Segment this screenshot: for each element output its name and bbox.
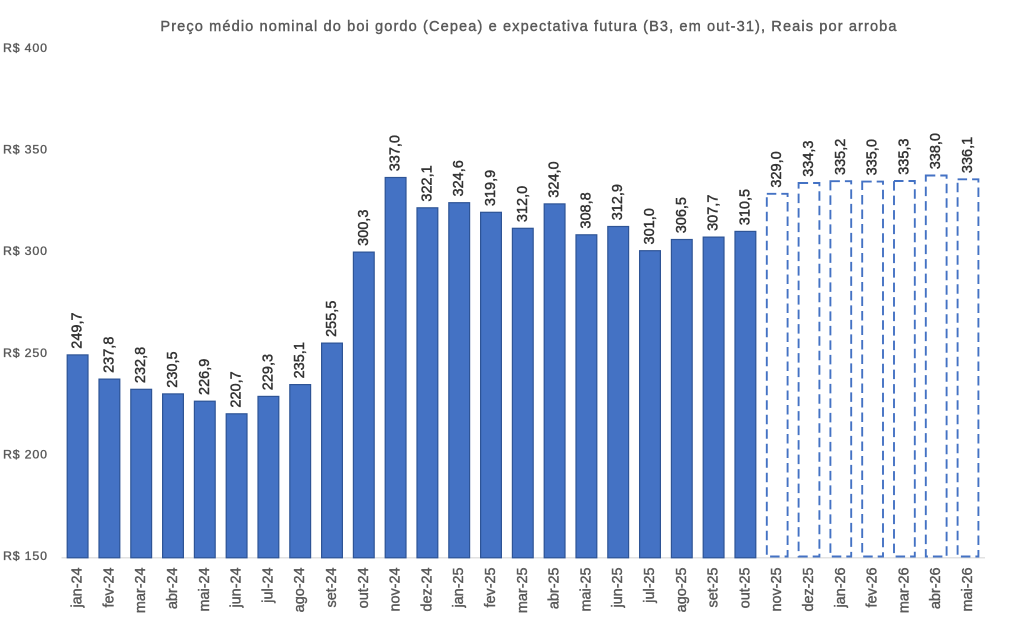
svg-text:jun-24: jun-24 xyxy=(229,568,245,609)
svg-text:312,0: 312,0 xyxy=(515,186,531,222)
svg-text:324,0: 324,0 xyxy=(547,161,563,197)
svg-text:307,7: 307,7 xyxy=(706,195,722,231)
svg-text:338,0: 338,0 xyxy=(928,133,944,169)
svg-text:jul-24: jul-24 xyxy=(260,568,276,604)
svg-text:R$ 350: R$ 350 xyxy=(3,143,48,157)
svg-text:ago-24: ago-24 xyxy=(292,568,308,613)
svg-text:mai-25: mai-25 xyxy=(578,568,594,612)
svg-text:dez-25: dez-25 xyxy=(801,568,817,612)
svg-text:319,9: 319,9 xyxy=(483,170,499,206)
svg-text:226,9: 226,9 xyxy=(197,359,213,395)
svg-text:jan-26: jan-26 xyxy=(833,568,849,609)
svg-text:R$ 400: R$ 400 xyxy=(3,41,48,55)
svg-text:335,0: 335,0 xyxy=(865,139,881,175)
svg-text:abr-24: abr-24 xyxy=(165,568,181,610)
svg-text:out-24: out-24 xyxy=(356,568,372,609)
svg-text:jan-24: jan-24 xyxy=(70,568,86,609)
svg-text:R$ 250: R$ 250 xyxy=(3,346,48,360)
svg-text:fev-25: fev-25 xyxy=(483,568,499,608)
svg-text:jul-25: jul-25 xyxy=(642,568,658,604)
svg-text:301,0: 301,0 xyxy=(642,208,658,244)
svg-text:306,5: 306,5 xyxy=(674,197,690,233)
svg-text:set-24: set-24 xyxy=(324,568,340,608)
svg-text:220,7: 220,7 xyxy=(229,371,245,407)
svg-text:322,1: 322,1 xyxy=(419,165,435,201)
svg-text:ago-25: ago-25 xyxy=(674,568,690,613)
svg-text:312,9: 312,9 xyxy=(610,184,626,220)
svg-text:230,5: 230,5 xyxy=(165,351,181,387)
svg-text:R$ 200: R$ 200 xyxy=(3,447,48,461)
svg-text:Preço médio nominal do boi gor: Preço médio nominal do boi gordo (Cepea)… xyxy=(160,19,897,35)
svg-text:310,5: 310,5 xyxy=(737,189,753,225)
svg-text:237,8: 237,8 xyxy=(101,337,117,373)
svg-text:dez-24: dez-24 xyxy=(419,568,435,612)
svg-text:R$ 150: R$ 150 xyxy=(3,549,48,563)
svg-text:255,5: 255,5 xyxy=(324,301,340,337)
svg-text:mar-26: mar-26 xyxy=(896,568,912,614)
svg-text:300,3: 300,3 xyxy=(356,210,372,246)
svg-text:nov-24: nov-24 xyxy=(388,568,404,612)
svg-text:jan-25: jan-25 xyxy=(451,568,467,609)
svg-text:335,2: 335,2 xyxy=(833,139,849,175)
svg-text:fev-24: fev-24 xyxy=(101,568,117,608)
svg-text:R$ 300: R$ 300 xyxy=(3,244,48,258)
svg-text:mai-24: mai-24 xyxy=(197,568,213,612)
svg-text:335,3: 335,3 xyxy=(896,139,912,175)
svg-text:249,7: 249,7 xyxy=(70,312,86,348)
svg-text:mai-26: mai-26 xyxy=(960,568,976,612)
svg-text:jun-25: jun-25 xyxy=(610,568,626,609)
svg-text:mar-24: mar-24 xyxy=(133,568,149,614)
svg-text:abr-25: abr-25 xyxy=(547,568,563,610)
svg-text:nov-25: nov-25 xyxy=(769,568,785,612)
svg-text:set-25: set-25 xyxy=(706,568,722,608)
svg-text:mar-25: mar-25 xyxy=(515,568,531,614)
svg-text:235,1: 235,1 xyxy=(292,342,308,378)
svg-text:308,8: 308,8 xyxy=(578,192,594,228)
svg-text:337,0: 337,0 xyxy=(388,135,404,171)
svg-text:324,6: 324,6 xyxy=(451,160,467,196)
svg-text:229,3: 229,3 xyxy=(260,354,276,390)
svg-text:334,3: 334,3 xyxy=(801,141,817,177)
svg-text:out-25: out-25 xyxy=(737,568,753,609)
svg-text:fev-26: fev-26 xyxy=(865,568,881,608)
svg-text:336,1: 336,1 xyxy=(960,137,976,173)
svg-text:329,0: 329,0 xyxy=(769,151,785,187)
svg-text:abr-26: abr-26 xyxy=(928,568,944,610)
svg-text:232,8: 232,8 xyxy=(133,347,149,383)
